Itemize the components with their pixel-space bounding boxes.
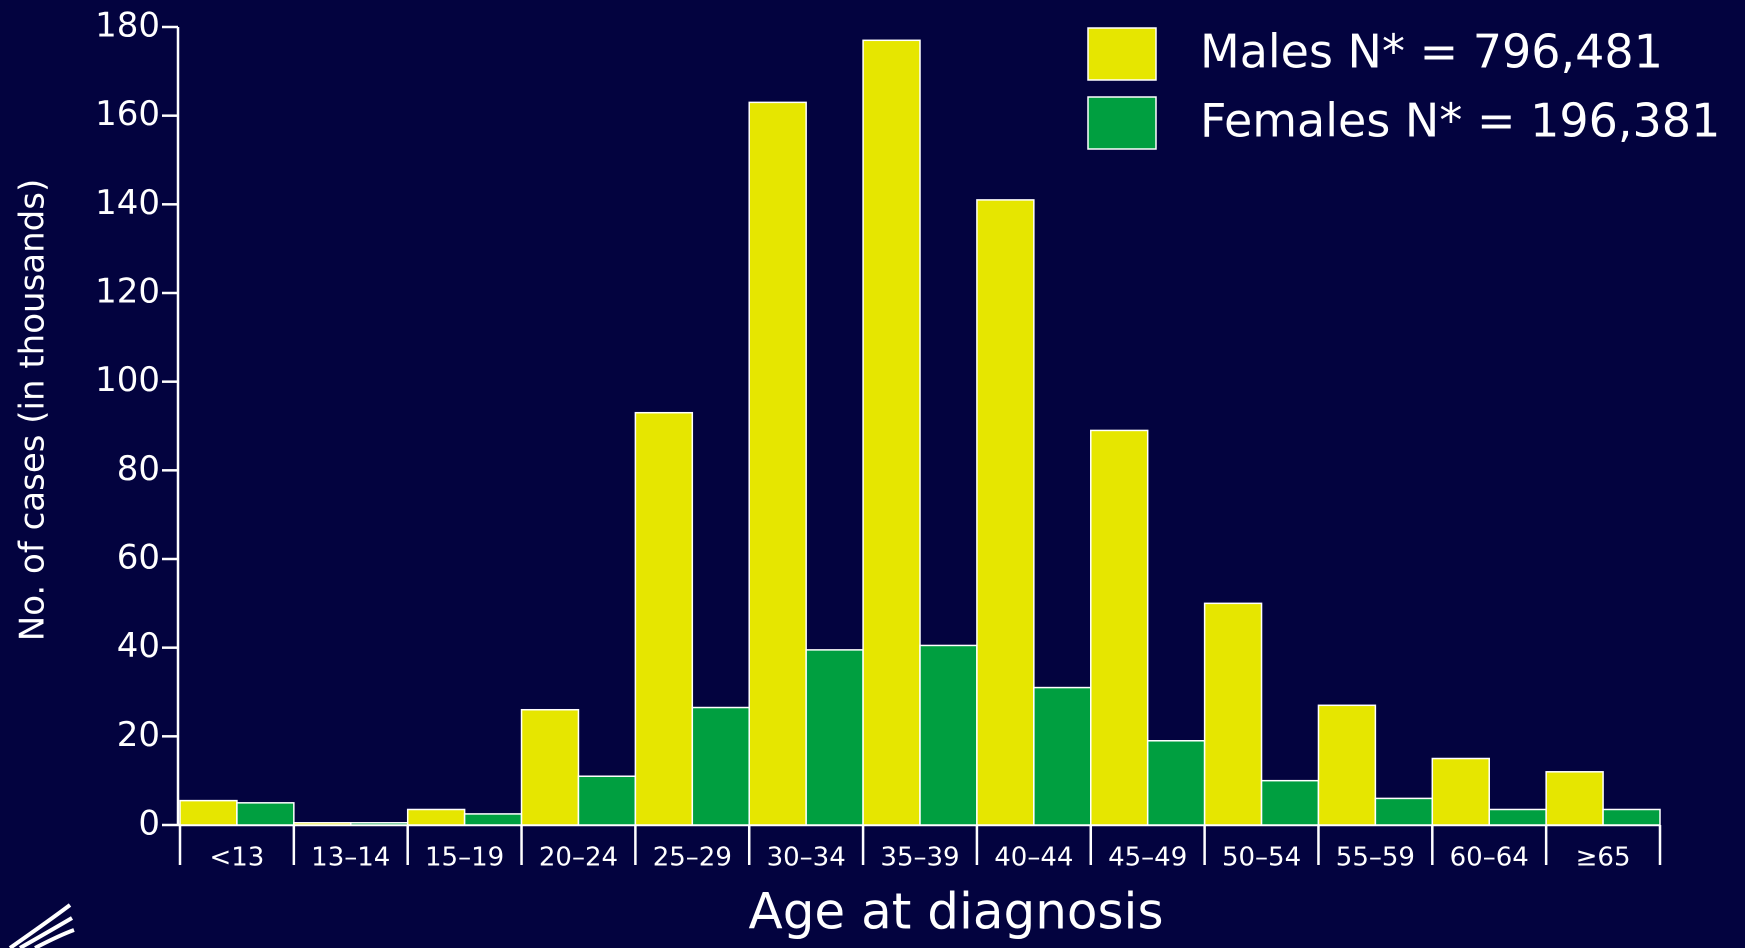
bar bbox=[634, 411, 694, 826]
x-tick-label: 30–34 bbox=[767, 843, 846, 873]
y-tick-label: 80 bbox=[117, 449, 160, 489]
x-tick-label: 45–49 bbox=[1108, 843, 1187, 873]
y-tick-label: 100 bbox=[95, 360, 160, 400]
bar bbox=[236, 802, 295, 826]
bar bbox=[1146, 740, 1206, 826]
bar bbox=[577, 775, 637, 826]
x-tick-label: ≥65 bbox=[1576, 843, 1631, 873]
y-axis-label: No. of cases (in thousands) bbox=[13, 179, 53, 641]
x-tick-label: 50–54 bbox=[1222, 843, 1301, 873]
x-tick-label: 60–64 bbox=[1450, 843, 1529, 873]
x-tick-label: 40–44 bbox=[994, 843, 1073, 873]
bar bbox=[691, 706, 750, 826]
x-tick-label: 25–29 bbox=[653, 843, 732, 873]
legend-label: Females N* = 196,381 bbox=[1200, 94, 1720, 148]
y-tick-label: 180 bbox=[95, 6, 160, 46]
y-tick-label: 60 bbox=[117, 538, 160, 578]
y-tick-label: 0 bbox=[138, 804, 160, 844]
x-tick-label: 15–19 bbox=[425, 843, 504, 873]
y-tick-label: 140 bbox=[95, 183, 160, 223]
y-tick-label: 20 bbox=[117, 715, 160, 755]
legend-swatch bbox=[1087, 96, 1157, 150]
x-tick-label: 13–14 bbox=[311, 843, 390, 873]
bar bbox=[1033, 686, 1092, 826]
x-tick-label: 20–24 bbox=[539, 843, 618, 873]
bar bbox=[406, 808, 466, 826]
x-tick-label: 55–59 bbox=[1336, 843, 1415, 873]
y-tick-label: 40 bbox=[117, 626, 160, 666]
bar bbox=[1374, 797, 1434, 826]
bar bbox=[1602, 808, 1661, 826]
bar bbox=[748, 101, 807, 826]
y-tick-label: 120 bbox=[95, 272, 160, 312]
bar bbox=[1431, 757, 1490, 826]
bar bbox=[1488, 808, 1547, 826]
x-tick-label: <13 bbox=[209, 843, 264, 873]
bar bbox=[805, 649, 864, 826]
bar bbox=[1317, 704, 1377, 826]
bar bbox=[179, 799, 238, 826]
logo bbox=[8, 903, 75, 948]
bar bbox=[463, 813, 523, 826]
legend-label: Males N* = 796,481 bbox=[1200, 25, 1663, 79]
bar bbox=[1545, 771, 1604, 826]
x-axis-label: Age at diagnosis bbox=[748, 883, 1163, 941]
bar bbox=[1260, 779, 1320, 826]
bar bbox=[350, 822, 409, 826]
bar bbox=[919, 644, 978, 826]
bar bbox=[293, 822, 352, 826]
legend-swatch bbox=[1087, 27, 1157, 81]
bar bbox=[1203, 602, 1263, 826]
y-tick-label: 160 bbox=[95, 94, 160, 134]
bar bbox=[520, 708, 580, 826]
bar bbox=[976, 199, 1035, 826]
bar bbox=[1090, 429, 1149, 826]
x-tick-label: 35–39 bbox=[880, 843, 959, 873]
bar bbox=[862, 39, 921, 826]
